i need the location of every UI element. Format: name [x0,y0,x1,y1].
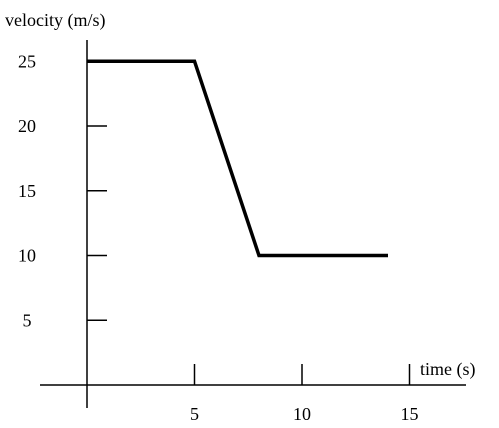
y-tick-label: 10 [18,246,36,266]
x-tick-label: 5 [190,404,199,424]
y-tick-label: 15 [18,181,36,201]
series-group [87,59,388,258]
x-tick-label: 15 [401,404,419,424]
x-axis-label: time (s) [420,359,476,380]
y-axis-label: velocity (m/s) [5,10,105,31]
y-tick-label: 25 [18,51,36,71]
y-tick-label: 5 [23,310,32,330]
velocity-line [87,59,388,258]
x-tick-label: 10 [293,404,311,424]
tick-group: 5 10 15 20 25 5 10 15 [18,51,419,424]
y-tick-label: 20 [18,116,36,136]
